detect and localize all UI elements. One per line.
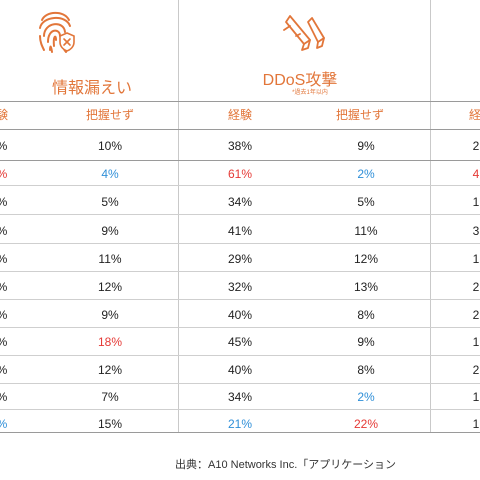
row-divider: [0, 160, 480, 161]
table-cell: 9%: [357, 335, 375, 349]
table-cell: 8%: [357, 308, 375, 322]
table-cell: 5%: [357, 195, 375, 209]
table-cell: %: [0, 224, 12, 238]
row-divider: [0, 243, 480, 244]
category-title-leak: 情報漏えい: [51, 80, 132, 97]
column-header: 把握せず: [335, 108, 384, 122]
table-cell: 2: [472, 363, 480, 377]
source-citation: 出典：A10 Networks Inc.「アプリケーション: [175, 459, 397, 471]
table-cell: %: [0, 390, 12, 404]
table-cell: 10%: [97, 139, 123, 153]
column-divider: [430, 0, 431, 432]
table-cell: %: [0, 167, 12, 181]
row-divider: [0, 383, 480, 384]
table-cell: %: [0, 417, 12, 431]
table-cell: 9%: [101, 308, 119, 322]
table-cell: 4: [472, 167, 480, 181]
table-cell: 61%: [227, 167, 253, 181]
table-cell: 2%: [357, 167, 375, 181]
table-cell: %: [0, 252, 12, 266]
table-cell: 22%: [353, 417, 379, 431]
table-cell: 12%: [97, 363, 123, 377]
table-cell: 2: [472, 139, 480, 153]
table-cell: 4%: [101, 167, 119, 181]
table-cell: 7%: [101, 390, 119, 404]
table-cell: 32%: [227, 280, 253, 294]
table-cell: %: [0, 195, 12, 209]
row-divider: [0, 299, 480, 300]
table-cell: 12%: [353, 252, 379, 266]
category-title-ddos: DDoS攻撃: [262, 72, 338, 89]
table-cell: 29%: [227, 252, 253, 266]
table-cell: 15%: [97, 417, 123, 431]
table-cell: 1: [472, 417, 480, 431]
column-header: 験: [0, 108, 8, 122]
table-cell: 41%: [227, 224, 253, 238]
header-divider: [0, 129, 480, 130]
table-cell: 1: [472, 335, 480, 349]
table-cell: 21%: [227, 417, 253, 431]
column-header: 経: [468, 108, 480, 122]
table-cell: 40%: [227, 308, 253, 322]
table-cell: 11%: [354, 224, 378, 238]
row-divider: [0, 214, 480, 215]
table-cell: 3: [472, 224, 480, 238]
missiles-icon: [282, 12, 328, 56]
table-cell: %: [0, 308, 12, 322]
table-cell: 45%: [227, 335, 253, 349]
row-divider: [0, 185, 480, 186]
table-cell: %: [0, 139, 12, 153]
shield-x-icon: [58, 32, 76, 52]
table-cell: 34%: [227, 195, 253, 209]
column-header: 把握せず: [85, 108, 134, 122]
table-cell: 2: [472, 308, 480, 322]
table-cell: 12%: [97, 280, 123, 294]
table-cell: 9%: [101, 224, 119, 238]
table-cell: %: [0, 335, 12, 349]
table-cell: 38%: [227, 139, 253, 153]
category-subtitle-ddos: *過去1年以内: [292, 90, 328, 96]
column-header: 経験: [227, 108, 252, 122]
table-cell: 2%: [357, 390, 375, 404]
table-cell: 18%: [97, 335, 123, 349]
row-divider: [0, 409, 480, 410]
table-cell: 5%: [101, 195, 119, 209]
table-cell: 1: [472, 252, 480, 266]
table-cell: 13%: [353, 280, 379, 294]
table-cell: %: [0, 363, 12, 377]
table-cell: 8%: [357, 363, 375, 377]
table-cell: 34%: [227, 390, 253, 404]
table-cell: 40%: [227, 363, 253, 377]
row-divider: [0, 327, 480, 328]
header-divider: [0, 101, 480, 102]
table-bottom-line: [0, 432, 480, 433]
table-cell: 1: [472, 195, 480, 209]
row-divider: [0, 271, 480, 272]
table-cell: 11%: [98, 252, 122, 266]
table-cell: %: [0, 280, 12, 294]
table-cell: 1: [472, 390, 480, 404]
column-divider: [178, 0, 179, 432]
row-divider: [0, 355, 480, 356]
table-cell: 2: [472, 280, 480, 294]
table-cell: 9%: [357, 139, 375, 153]
